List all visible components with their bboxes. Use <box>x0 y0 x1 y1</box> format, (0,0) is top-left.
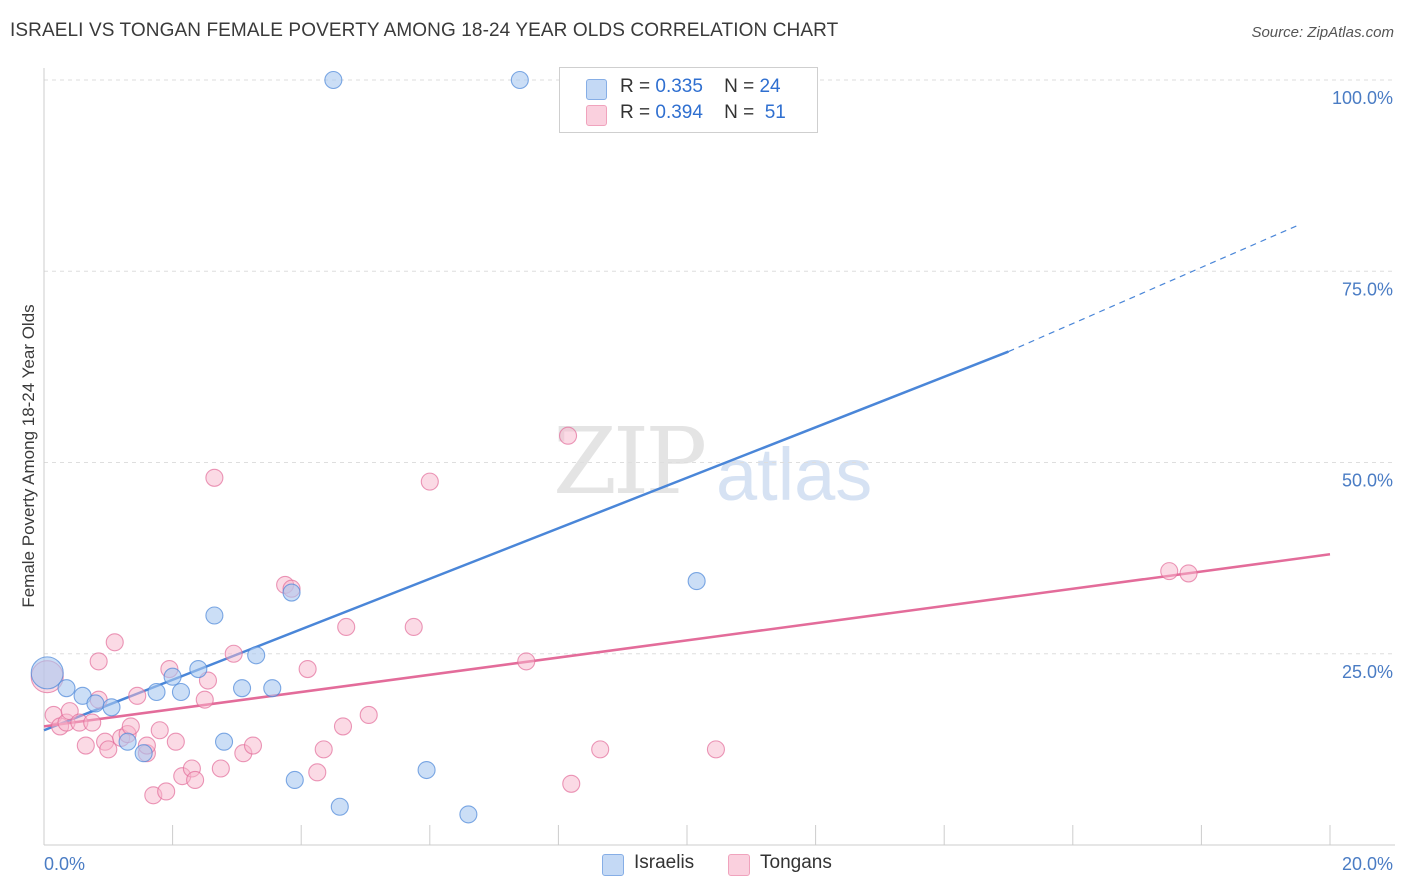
y-tick-label: 75.0% <box>1342 279 1393 299</box>
point-israelis <box>510 70 529 90</box>
point-tongans <box>166 732 185 751</box>
point-israelis <box>214 732 234 751</box>
tick-labels: 25.0% 50.0% 75.0% 100.0% 0.0% 20.0% <box>44 88 1393 874</box>
point-tongans <box>359 705 378 725</box>
legend-r-value: 0.335 <box>655 76 703 97</box>
legend-r-label: R = <box>620 102 651 123</box>
israelis-label: Israelis <box>634 852 695 873</box>
tongans-label: Tongans <box>760 852 832 873</box>
point-israelis <box>205 606 224 625</box>
point-israelis <box>263 679 282 698</box>
point-tongans <box>314 740 333 759</box>
israelis-swatch <box>602 854 624 876</box>
point-tongans <box>76 736 95 755</box>
point-israelis <box>687 572 706 591</box>
source-credit: Source: ZipAtlas.com <box>1251 24 1394 41</box>
point-tongans <box>420 472 439 491</box>
point-israelis <box>417 760 436 780</box>
point-tongans <box>205 468 224 487</box>
trend-line-tongans <box>43 553 1331 728</box>
point-israelis <box>86 694 105 713</box>
chart-title: ISRAELI VS TONGAN FEMALE POVERTY AMONG 1… <box>10 20 839 41</box>
point-tongans <box>562 774 581 793</box>
point-tongans <box>591 740 610 759</box>
point-tongans <box>186 770 205 790</box>
point-tongans <box>243 736 263 755</box>
point-israelis <box>57 679 76 698</box>
legend-swatch-tongans <box>586 105 607 126</box>
trend-line-israelis <box>43 350 1009 732</box>
point-israelis <box>232 679 252 698</box>
point-israelis <box>285 770 304 790</box>
point-tongans <box>99 740 118 759</box>
point-tongans <box>337 617 356 637</box>
y-tick-label: 50.0% <box>1342 471 1393 491</box>
point-tongans <box>89 652 108 671</box>
point-israelis <box>134 744 153 763</box>
point-israelis <box>189 659 208 679</box>
x-tick-label: 0.0% <box>44 854 85 874</box>
y-tick-label: 25.0% <box>1342 662 1393 682</box>
point-tongans <box>333 717 353 736</box>
watermark-zip: ZIP <box>553 408 707 515</box>
point-tongans <box>706 740 725 759</box>
point-israelis <box>163 667 182 686</box>
point-tongans <box>150 721 169 740</box>
x-tick-label: 20.0% <box>1342 854 1393 874</box>
point-tongans <box>1160 562 1179 581</box>
watermark-atlas: atlas <box>716 433 873 516</box>
point-israelis <box>30 656 64 690</box>
point-tongans <box>298 659 317 679</box>
point-israelis <box>459 805 478 824</box>
legend-n-value: 24 <box>759 76 781 97</box>
point-tongans <box>157 782 176 801</box>
point-israelis <box>171 682 191 702</box>
y-axis-label: Female Poverty Among 18-24 Year Olds <box>19 304 38 607</box>
point-israelis <box>324 70 343 90</box>
point-tongans <box>224 644 243 663</box>
point-tongans <box>404 617 423 637</box>
trend-line-extension <box>1008 224 1299 353</box>
point-tongans <box>211 759 230 778</box>
stats-legend: R = 0.335 N = 24 R = 0.394 N = 51 <box>559 67 818 133</box>
point-tongans <box>1179 564 1198 583</box>
point-tongans <box>308 763 327 782</box>
point-israelis <box>247 646 266 665</box>
point-israelis <box>118 732 137 751</box>
tongans-swatch <box>728 854 750 876</box>
point-tongans <box>517 652 536 671</box>
point-israelis <box>102 698 121 717</box>
legend-r-label: R = <box>620 76 651 97</box>
point-tongans <box>195 690 214 709</box>
legend-n-label: N = <box>724 76 755 97</box>
axes <box>43 68 1395 846</box>
point-tongans <box>128 686 147 705</box>
point-tongans <box>121 717 140 736</box>
point-israelis <box>282 583 301 602</box>
legend-r-value: 0.394 <box>655 102 703 123</box>
legend-n-label: N = <box>724 102 755 123</box>
legend-n-value: 51 <box>764 102 786 123</box>
y-tick-label: 100.0% <box>1332 88 1393 108</box>
point-tongans <box>558 426 578 445</box>
point-israelis <box>147 682 166 702</box>
point-tongans <box>105 633 124 652</box>
legend-swatch-israelis <box>586 79 607 100</box>
point-tongans <box>83 713 102 732</box>
data-points <box>30 70 1198 824</box>
point-israelis <box>330 797 349 816</box>
